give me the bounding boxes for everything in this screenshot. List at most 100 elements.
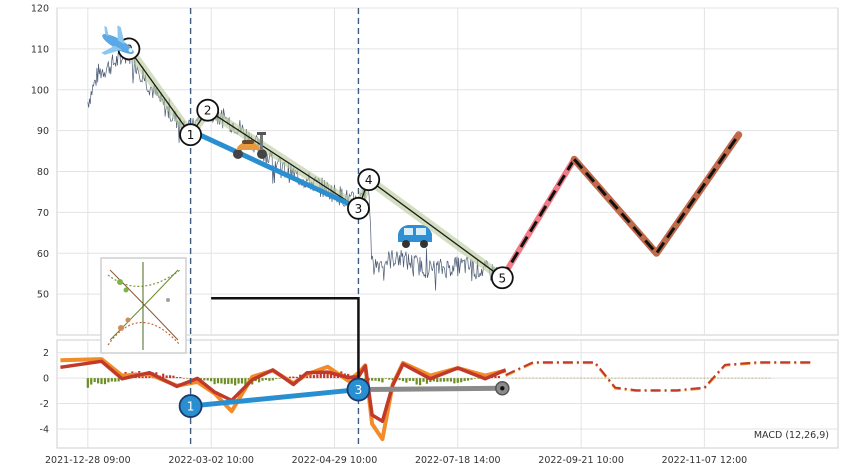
macd-histogram-bar [477,378,480,379]
macd-histogram-bar [549,377,552,379]
macd-histogram-bar [693,377,696,379]
macd-histogram-bar [473,378,477,379]
macd-panel-label: MACD (12,26,9) [754,430,829,441]
wave-point-label: 5 [498,271,506,285]
macd-histogram-bar [223,378,226,385]
macd-histogram-bar [398,378,401,381]
macd-histogram-bar [573,377,576,379]
macd-histogram-bar [408,378,411,381]
macd-histogram-bar [210,378,213,382]
macd-histogram-bar [761,377,764,379]
wave-point-marker [347,196,370,220]
macd-histogram-bar [614,377,617,379]
macd-histogram-bar [727,377,730,379]
macd-histogram-bar [669,377,672,379]
macd-histogram-bar [165,375,168,379]
x-tick-label: 2022-11-07 12:00 [662,455,748,466]
macd-histogram-bar [768,377,771,379]
macd-histogram-bar [638,377,641,379]
macd-histogram-bar [607,377,610,379]
scooter-icon [233,132,267,159]
macd-histogram-bar [744,377,747,379]
macd-histogram-bar [593,377,596,379]
macd-histogram-bar [734,377,737,379]
macd-histogram-bar [682,377,685,379]
macd-histogram-bar [415,378,418,385]
wave-point-marker [179,123,202,147]
macd-histogram-bar [388,378,391,380]
macd-histogram-bar [312,375,316,379]
y-tick-label: 90 [37,126,49,137]
macd-histogram-bar [765,377,768,379]
macd-histogram-bar [90,378,93,385]
macd-histogram-bar [720,377,723,379]
wave-point-label: 2 [204,104,212,118]
macd-histogram-bar [634,377,637,379]
macd-histogram-bar [234,378,237,386]
macd-histogram-bar [401,378,405,382]
macd-histogram-bar [100,378,103,385]
macd-divergence-line [188,387,361,409]
wave-line [128,48,503,279]
macd-histogram-bar [466,378,470,381]
macd-histogram-bar [97,378,100,384]
x-tick-label: 2022-07-18 14:00 [415,455,501,466]
macd-histogram-bar [511,377,514,379]
macd-histogram-bar [453,378,456,384]
macd-histogram-bar [220,378,223,384]
macd-histogram-bar [309,373,312,379]
macd-histogram-bar [515,377,518,379]
macd-point-marker [346,377,371,402]
y-tick-label: 70 [37,208,49,219]
macd-histogram-bar [641,377,644,379]
macd-histogram-bar [418,378,422,386]
macd-histogram-bar [648,377,651,379]
y-tick-label: 80 [37,167,49,178]
macd-histogram-bar [518,377,521,379]
macd-histogram-bar [240,378,244,384]
macd-histogram-bar [449,378,453,382]
y-tick-label: 120 [31,4,49,15]
wave-point-label: 1 [187,128,195,142]
macd-histogram-bar [576,377,579,379]
macd-histogram-bar [432,378,435,382]
trend-line-1-3 [188,128,361,211]
macd-point-dot [500,386,505,391]
macd-histogram-bar [237,378,240,384]
macd-histogram-bar [384,378,387,379]
wave-point-label: 3 [355,202,363,216]
macd-histogram-bar [323,373,326,379]
macd-y-tick-label: -2 [40,399,49,410]
macd-histogram-bar [535,377,538,379]
macd-histogram-bar [86,378,89,388]
macd-histogram-bar [617,377,620,379]
macd-histogram-bar [747,377,750,379]
macd-histogram-bar [703,377,706,379]
macd-y-tick-label: -4 [40,424,49,435]
macd-histogram-bar [658,377,661,379]
macd-histogram-bar [528,377,531,379]
macd-histogram-bar [182,377,185,379]
macd-histogram-bar [600,377,603,379]
macd-histogram-bar [723,377,726,379]
macd-histogram-bar [686,377,689,379]
macd-histogram-bar [754,377,757,379]
macd-histogram-bar [405,378,408,383]
macd-histogram-bar [186,378,189,379]
macd-histogram-bar [117,378,120,382]
macd-histogram-bar [532,377,535,379]
macd-histogram-bar [442,378,446,382]
macd-histogram-bar [93,378,96,383]
macd-histogram-bar [699,377,702,379]
wave-point-label: 4 [365,173,373,187]
macd-histogram-bar [114,378,117,382]
macd-histogram-bar [696,377,699,379]
macd-histogram-bar [172,375,175,379]
macd-histogram-bar [676,377,679,379]
macd-histogram-bar [206,378,209,381]
macd-histogram-bar [621,377,624,379]
macd-histogram-bar [278,378,281,379]
macd-histogram-bar [295,376,298,379]
macd-histogram-bar [586,377,589,379]
